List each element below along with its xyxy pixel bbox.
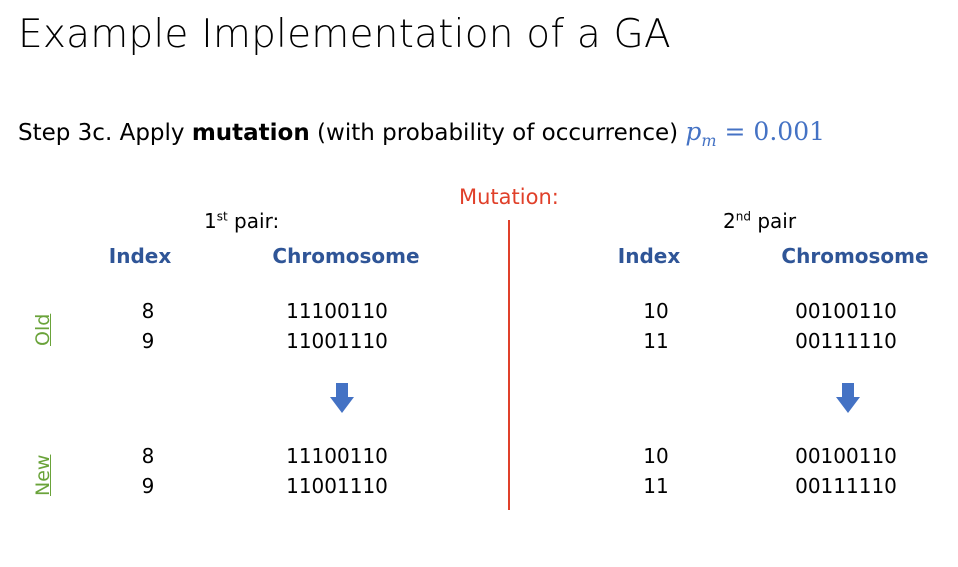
pair-1-sup: st xyxy=(216,209,228,224)
pair-1-num: 1 xyxy=(204,209,217,233)
pair-1-new-chromosome-2: 11001110 xyxy=(286,474,388,498)
step-bold-term: mutation xyxy=(191,120,310,146)
pair-2-new-chromosome-1: 00100110 xyxy=(795,444,897,468)
formula-variable: p xyxy=(685,117,702,146)
step-suffix: (with probability of occurrence) xyxy=(309,120,686,146)
old-row-label: Old xyxy=(32,313,54,346)
pair-1-new-chromosome-1: 11100110 xyxy=(286,444,388,468)
pair-2-label: 2nd pair xyxy=(723,209,796,233)
pair-1-chromosome-header: Chromosome xyxy=(272,244,420,268)
pair-2-rest: pair xyxy=(750,209,797,233)
pair-2-new-index-1: 10 xyxy=(643,444,669,468)
pair-1-rest: pair: xyxy=(227,209,280,233)
down-arrow-icon xyxy=(330,383,354,413)
pair-2-chromosome-header: Chromosome xyxy=(781,244,929,268)
pair-2-new-chromosome-2: 00111110 xyxy=(795,474,897,498)
step-prefix: Step 3c. Apply xyxy=(18,120,192,146)
step-text: Step 3c. Apply mutation (with probabilit… xyxy=(18,117,825,150)
mutation-label: Mutation: xyxy=(459,185,559,209)
pair-1-new-index-2: 9 xyxy=(141,474,155,498)
pair-2-old-index-2: 11 xyxy=(643,329,669,353)
pair-1-old-chromosome-2: 11001110 xyxy=(286,329,388,353)
down-arrow-icon xyxy=(836,383,860,413)
pair-1-old-chromosome-1: 11100110 xyxy=(286,299,388,323)
pair-1-index-header: Index xyxy=(108,244,172,268)
new-row-label: New xyxy=(32,454,54,496)
pair-1-label: 1st pair: xyxy=(204,209,279,233)
formula-subscript: m xyxy=(701,131,717,150)
probability-formula: pm = 0.001 xyxy=(685,117,826,150)
pair-2-index-header: Index xyxy=(617,244,681,268)
pair-2-num: 2 xyxy=(723,209,736,233)
pair-1-new-index-1: 8 xyxy=(141,444,155,468)
pair-1-old-index-1: 8 xyxy=(141,299,155,323)
pair-2-new-index-2: 11 xyxy=(643,474,669,498)
slide-title: Example Implementation of a GA xyxy=(18,12,671,57)
formula-value: = 0.001 xyxy=(716,117,826,146)
pair-2-old-chromosome-1: 00100110 xyxy=(795,299,897,323)
mutation-divider xyxy=(508,220,510,510)
pair-2-sup: nd xyxy=(735,209,751,224)
pair-2-old-chromosome-2: 00111110 xyxy=(795,329,897,353)
pair-1-old-index-2: 9 xyxy=(141,329,155,353)
pair-2-old-index-1: 10 xyxy=(643,299,669,323)
